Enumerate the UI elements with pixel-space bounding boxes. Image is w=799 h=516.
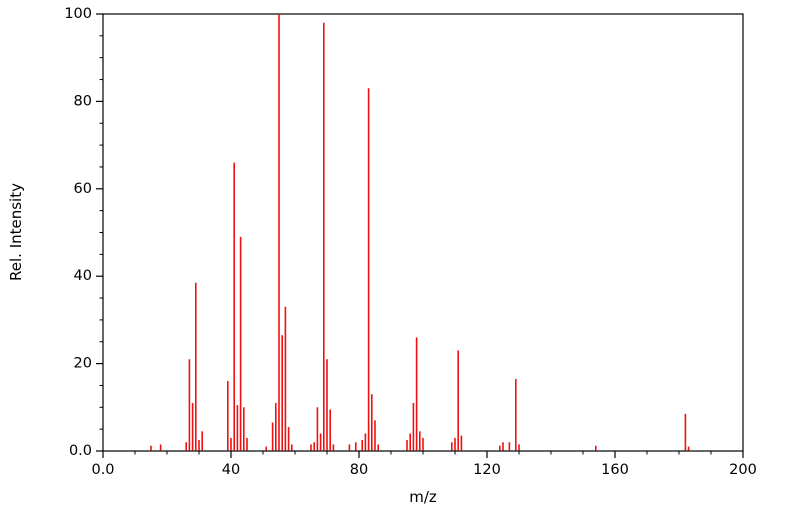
x-tick-label: 0.0 (91, 462, 114, 478)
y-tick-label: 40 (74, 268, 92, 284)
y-axis-label: Rel. Intensity (7, 183, 25, 281)
y-tick-label: 20 (74, 356, 92, 372)
x-tick-label: 80 (350, 462, 368, 478)
x-tick-label: 120 (473, 462, 501, 478)
y-tick-label: 80 (74, 93, 92, 109)
plot-frame (102, 13, 744, 452)
x-axis-label: m/z (409, 488, 437, 506)
x-tick-label: 160 (601, 462, 629, 478)
y-tick-label: 0.0 (69, 443, 92, 459)
y-tick-label: 100 (64, 6, 92, 22)
x-tick-label: 200 (729, 462, 757, 478)
y-tick-label: 60 (74, 181, 92, 197)
x-tick-label: 40 (222, 462, 240, 478)
